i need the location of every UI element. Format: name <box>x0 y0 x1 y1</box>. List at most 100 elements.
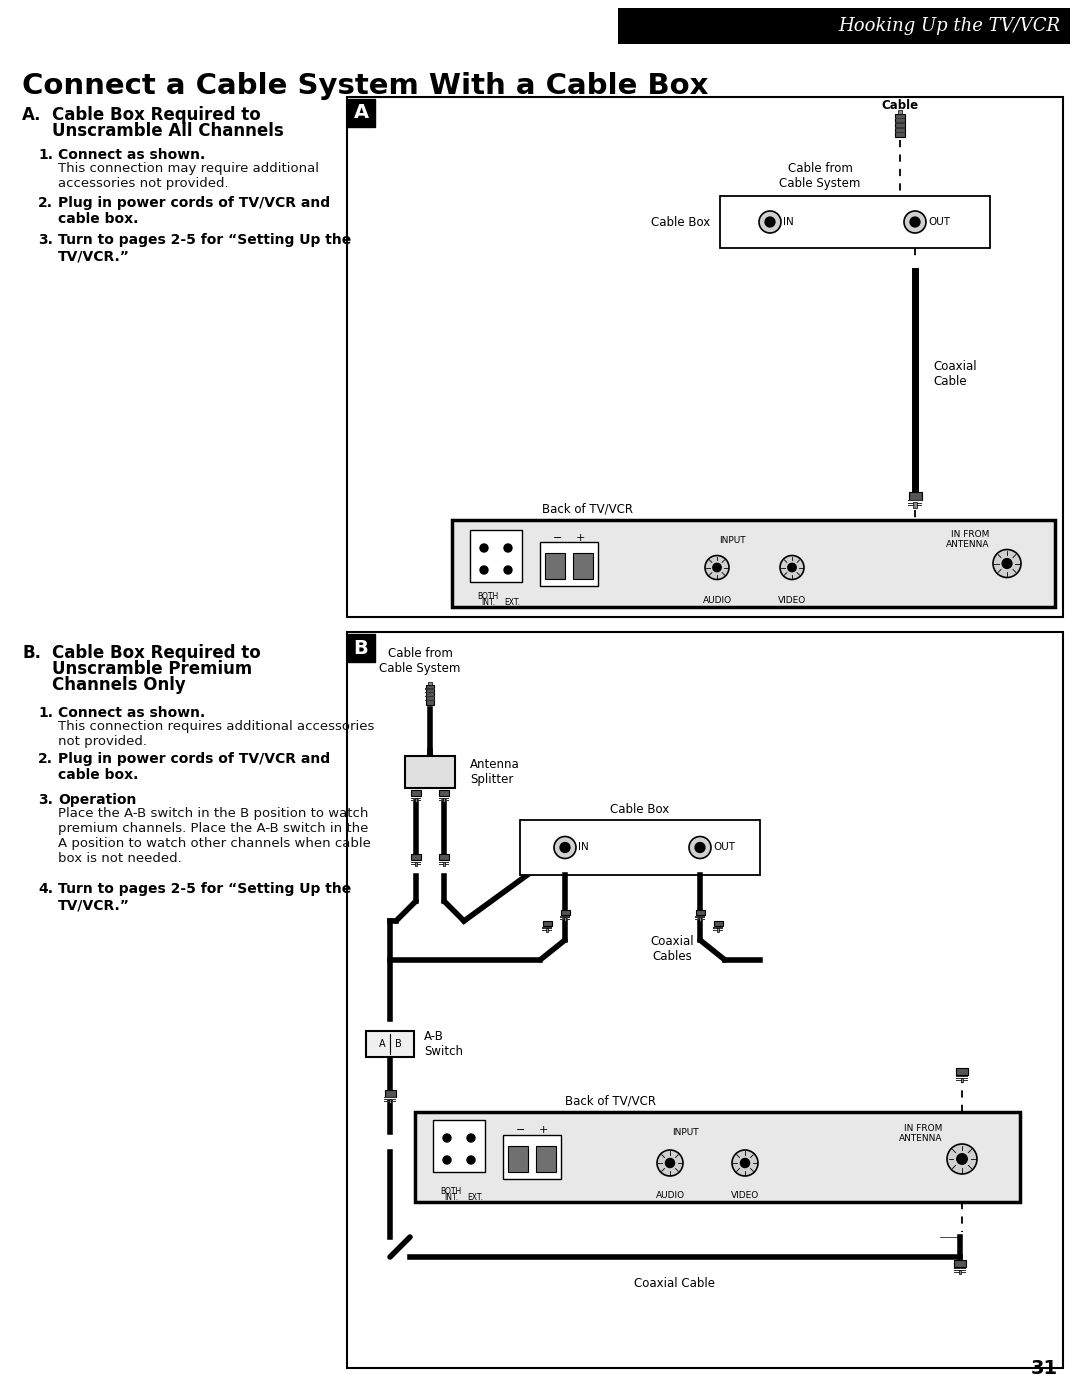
Circle shape <box>480 566 488 574</box>
Circle shape <box>993 549 1021 577</box>
Bar <box>959 1270 961 1274</box>
Text: Antenna
Splitter: Antenna Splitter <box>470 759 519 787</box>
Text: AUDIO: AUDIO <box>702 597 731 605</box>
Bar <box>545 552 565 578</box>
Bar <box>573 552 593 578</box>
Circle shape <box>732 1150 758 1176</box>
Text: Cable Box: Cable Box <box>610 803 670 816</box>
Text: Operation: Operation <box>58 793 136 807</box>
Text: 3.: 3. <box>38 233 53 247</box>
Circle shape <box>910 217 920 226</box>
Circle shape <box>467 1155 475 1164</box>
Bar <box>347 96 1063 617</box>
Bar <box>415 798 417 802</box>
Circle shape <box>467 1134 475 1141</box>
Circle shape <box>554 837 576 859</box>
Circle shape <box>665 1158 675 1168</box>
Bar <box>954 1260 966 1267</box>
Bar <box>914 503 917 507</box>
Bar <box>427 685 434 705</box>
Bar <box>411 854 421 861</box>
Text: Coaxial Cable: Coaxial Cable <box>635 1277 715 1289</box>
Text: IN FROM
ANTENNA: IN FROM ANTENNA <box>899 1125 942 1143</box>
Text: Back of TV/VCR: Back of TV/VCR <box>542 503 633 515</box>
Circle shape <box>741 1158 750 1168</box>
Text: +: + <box>538 1125 548 1134</box>
Text: EXT.: EXT. <box>504 598 519 608</box>
Text: Cable Box: Cable Box <box>651 215 710 229</box>
Text: EXT.: EXT. <box>467 1193 483 1201</box>
Text: IN FROM
ANTENNA: IN FROM ANTENNA <box>945 529 989 549</box>
Bar <box>411 789 421 796</box>
Text: A: A <box>353 103 368 123</box>
Text: VIDEO: VIDEO <box>778 597 806 605</box>
Bar <box>405 756 455 788</box>
Bar <box>956 1067 968 1076</box>
Bar <box>453 520 1055 608</box>
Circle shape <box>689 837 711 859</box>
Circle shape <box>904 211 926 233</box>
Circle shape <box>787 563 796 571</box>
Text: INPUT: INPUT <box>718 536 745 545</box>
Circle shape <box>443 1134 451 1141</box>
Circle shape <box>480 543 488 552</box>
Bar <box>384 1090 395 1097</box>
Bar <box>561 909 569 915</box>
Text: 4.: 4. <box>38 882 53 895</box>
Text: IN: IN <box>783 217 794 226</box>
Bar <box>618 8 1070 43</box>
Text: Cable Box Required to: Cable Box Required to <box>52 106 260 124</box>
Text: Connect as shown.: Connect as shown. <box>58 148 205 162</box>
Bar <box>894 123 905 124</box>
Bar <box>347 631 1063 1368</box>
Bar <box>908 492 921 500</box>
Text: B: B <box>353 638 368 658</box>
Bar <box>366 1031 414 1058</box>
Text: AUDIO: AUDIO <box>656 1192 685 1200</box>
Text: A-B
Switch: A-B Switch <box>424 1030 463 1058</box>
Bar <box>347 634 375 662</box>
Bar <box>540 542 598 585</box>
Bar <box>699 918 701 921</box>
Bar <box>542 921 552 926</box>
Bar <box>545 928 548 932</box>
Bar <box>347 99 375 127</box>
Bar <box>508 1146 528 1172</box>
Text: A.: A. <box>22 106 41 124</box>
Bar <box>438 789 449 796</box>
Bar <box>443 862 445 866</box>
Text: Cable from
Cable System: Cable from Cable System <box>379 647 461 675</box>
Circle shape <box>957 1154 968 1164</box>
Text: INPUT: INPUT <box>672 1127 699 1137</box>
Circle shape <box>780 556 804 580</box>
Bar <box>720 196 990 249</box>
Text: B: B <box>394 1039 402 1049</box>
Text: BOTH: BOTH <box>477 592 499 601</box>
Bar <box>470 529 522 583</box>
Text: Coaxial
Cable: Coaxial Cable <box>933 360 976 388</box>
Text: Turn to pages 2-5 for “Setting Up the
TV/VCR.”: Turn to pages 2-5 for “Setting Up the TV… <box>58 882 351 912</box>
Text: Unscramble Premium: Unscramble Premium <box>52 659 253 678</box>
Text: Place the A-B switch in the B position to watch
premium channels. Place the A-B : Place the A-B switch in the B position t… <box>58 807 370 865</box>
Bar <box>894 127 905 129</box>
Text: 31: 31 <box>1031 1359 1058 1377</box>
Text: OUT: OUT <box>713 842 735 852</box>
Text: 2.: 2. <box>38 752 53 766</box>
Bar <box>433 1120 485 1172</box>
Text: Connect a Cable System With a Cable Box: Connect a Cable System With a Cable Box <box>22 73 708 101</box>
Circle shape <box>504 566 512 574</box>
Text: Connect as shown.: Connect as shown. <box>58 705 205 719</box>
Text: A: A <box>379 1039 386 1049</box>
Bar <box>519 820 760 875</box>
Text: −: − <box>516 1125 526 1134</box>
Circle shape <box>947 1144 977 1173</box>
Bar <box>894 131 905 133</box>
Bar <box>429 682 432 685</box>
Text: IN: IN <box>578 842 589 852</box>
Circle shape <box>561 842 570 852</box>
Text: Plug in power cords of TV/VCR and
cable box.: Plug in power cords of TV/VCR and cable … <box>58 196 330 226</box>
Circle shape <box>759 211 781 233</box>
Circle shape <box>443 1155 451 1164</box>
Circle shape <box>657 1150 683 1176</box>
Circle shape <box>713 563 721 571</box>
